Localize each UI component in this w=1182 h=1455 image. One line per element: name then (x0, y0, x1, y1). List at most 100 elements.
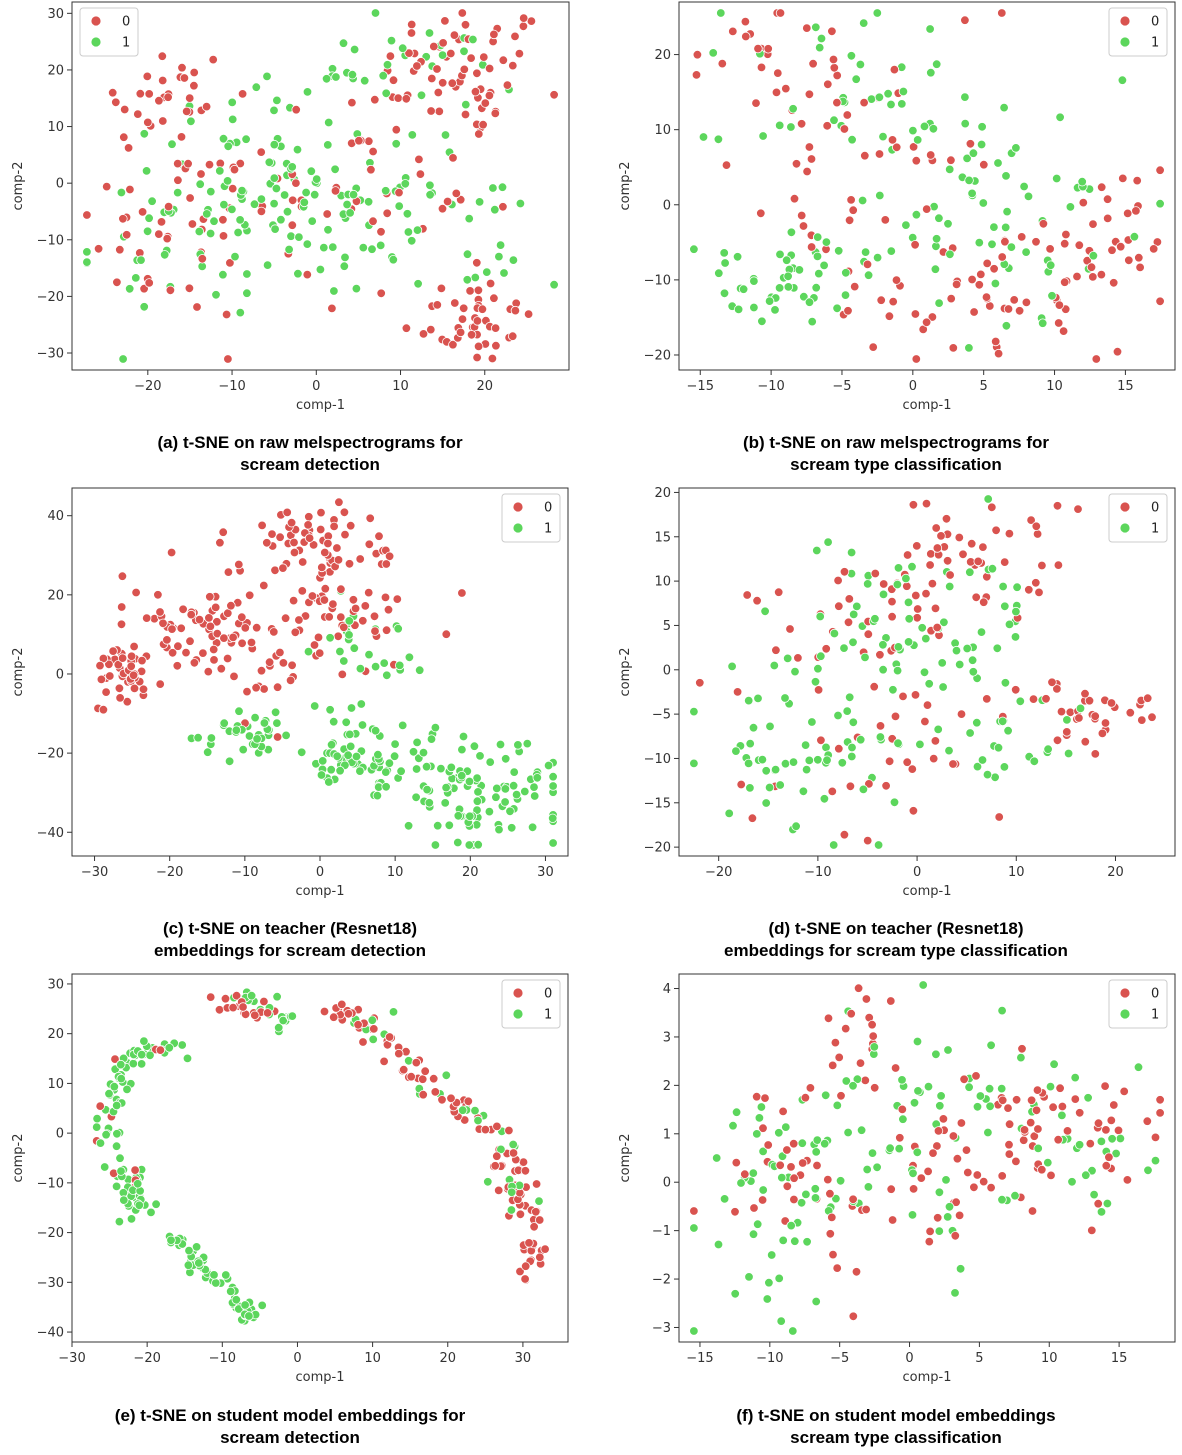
point-class-0 (1003, 304, 1014, 314)
point-class-0 (173, 641, 183, 651)
caption-c-line1: (c) t-SNE on teacher (Resnet18) (162, 919, 418, 938)
point-class-0 (415, 169, 426, 179)
point-class-1 (919, 121, 930, 132)
point-class-1 (1155, 198, 1165, 209)
point-class-1 (299, 197, 310, 208)
point-class-0 (142, 71, 153, 82)
point-class-0 (1003, 1103, 1013, 1113)
point-class-0 (412, 61, 422, 71)
y-tick-label: −3 (652, 1321, 671, 1336)
point-class-1 (548, 772, 558, 782)
point-class-1 (987, 563, 998, 574)
y-tick-label: 0 (663, 663, 671, 678)
point-class-0 (1027, 1206, 1038, 1216)
point-class-1 (965, 728, 975, 738)
point-class-0 (334, 497, 344, 507)
point-class-0 (846, 195, 856, 205)
point-class-0 (466, 330, 477, 340)
point-class-0 (879, 579, 889, 589)
point-class-0 (757, 1195, 768, 1205)
point-class-0 (465, 286, 475, 296)
point-class-1 (234, 706, 244, 716)
point-class-1 (312, 174, 322, 184)
point-class-1 (101, 1129, 111, 1140)
point-class-1 (404, 652, 415, 663)
x-tick-label: −15 (687, 379, 714, 394)
point-class-0 (374, 531, 384, 541)
point-class-0 (126, 651, 137, 662)
point-class-0 (256, 147, 266, 157)
point-class-0 (920, 716, 930, 727)
point-class-1 (424, 798, 435, 808)
point-class-0 (364, 587, 374, 598)
point-class-0 (364, 136, 374, 146)
point-class-0 (986, 1182, 996, 1193)
points-d (689, 494, 1157, 850)
point-class-1 (889, 797, 900, 808)
point-class-1 (342, 199, 352, 210)
point-class-1 (373, 750, 383, 760)
point-class-1 (344, 616, 355, 626)
point-class-1 (472, 796, 483, 806)
point-class-1 (915, 739, 925, 750)
point-class-0 (1053, 560, 1064, 570)
caption-e-line1: (e) t-SNE on student model embeddings fo… (114, 1406, 466, 1425)
point-class-0 (1132, 175, 1142, 186)
point-class-1 (287, 162, 297, 172)
point-class-0 (319, 1006, 330, 1017)
point-class-0 (137, 655, 147, 666)
chart-d: −20 −10 0 10 20−20−15−10−505101520comp-1comp… (618, 486, 1176, 899)
point-class-0 (108, 646, 118, 656)
point-class-1 (962, 153, 972, 164)
point-class-1 (897, 99, 907, 109)
point-class-0 (275, 647, 285, 658)
point-class-1 (543, 760, 554, 771)
point-class-0 (952, 1153, 963, 1164)
x-tick-label: −10 (218, 379, 245, 394)
point-class-1 (413, 279, 423, 289)
point-class-0 (429, 41, 439, 52)
chart-e: −30 −20 −10 0 10 20 30−40−30−20−100102030comp-… (11, 973, 569, 1385)
point-class-0 (1116, 241, 1126, 252)
point-class-0 (749, 1203, 759, 1213)
point-class-1 (801, 1189, 811, 1200)
legend-label-1: 1 (544, 522, 552, 537)
point-class-1 (388, 255, 399, 265)
point-class-0 (1103, 213, 1113, 224)
point-class-0 (330, 186, 341, 196)
point-class-0 (1087, 1225, 1097, 1236)
point-class-1 (145, 1050, 155, 1061)
point-class-1 (976, 139, 987, 150)
point-class-0 (1028, 694, 1039, 704)
point-class-0 (1084, 695, 1095, 706)
point-class-1 (944, 1202, 955, 1212)
point-class-1 (272, 95, 282, 106)
point-class-0 (364, 539, 375, 550)
point-class-0 (932, 622, 942, 633)
point-class-1 (488, 183, 498, 193)
point-class-0 (479, 52, 489, 62)
y-tick-label: 20 (47, 1027, 64, 1042)
point-class-0 (383, 604, 394, 615)
point-class-1 (441, 1070, 452, 1081)
point-class-0 (504, 1125, 514, 1136)
caption-b-line1: (b) t-SNE on raw melspectrograms for (742, 433, 1050, 452)
point-class-1 (960, 92, 970, 102)
point-class-0 (272, 682, 283, 692)
point-class-0 (1102, 194, 1113, 204)
point-class-0 (256, 206, 267, 217)
point-class-1 (128, 1058, 139, 1069)
caption-a-line1: (a) t-SNE on raw melspectrograms for (157, 433, 463, 452)
point-class-0 (778, 1106, 788, 1117)
point-class-1 (972, 1102, 983, 1112)
point-class-0 (289, 547, 300, 558)
x-tick-label: −10 (231, 865, 258, 880)
point-class-0 (902, 581, 912, 591)
point-class-1 (852, 601, 862, 612)
point-class-1 (116, 187, 127, 198)
point-class-0 (1052, 735, 1063, 745)
point-class-1 (892, 665, 903, 676)
point-class-1 (219, 718, 229, 728)
point-class-1 (242, 269, 252, 279)
point-class-0 (844, 594, 855, 604)
